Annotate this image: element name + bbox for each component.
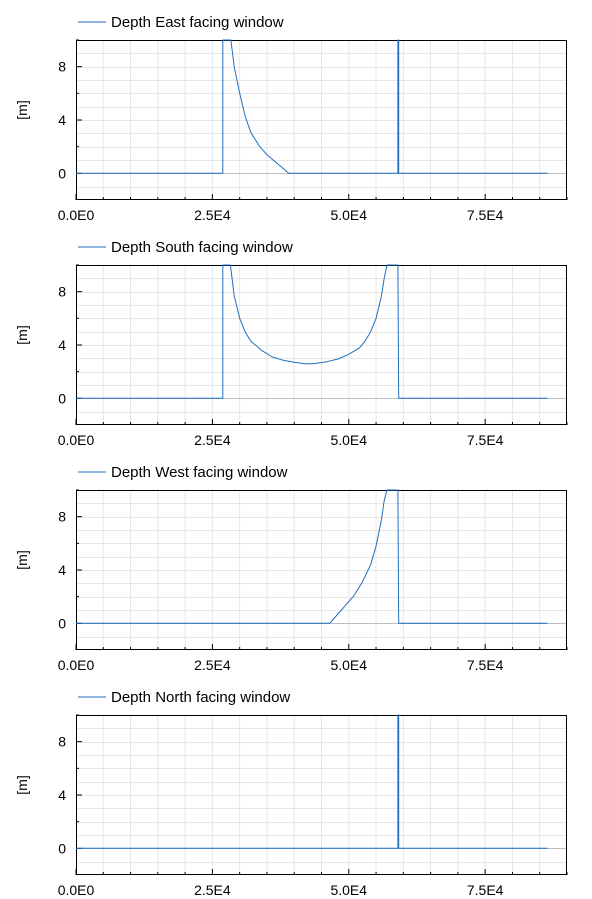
x-tick-label: 7.5E4 [467,432,504,448]
y-axis-label: [m] [14,775,30,794]
y-tick-label: 0 [58,390,66,406]
x-tick-label: 5.0E4 [330,207,367,223]
y-tick-label: 0 [58,840,66,856]
y-tick-label: 4 [58,562,66,578]
series-line [76,489,548,624]
y-tick-label: 0 [58,615,66,631]
x-tick-label: 0.0E0 [58,432,95,448]
x-tick-label: 2.5E4 [194,432,231,448]
x-tick-label: 5.0E4 [330,432,367,448]
legend-label: Depth North facing window [111,689,290,706]
y-axis-label: [m] [14,100,30,119]
legend-label: Depth East facing window [111,14,284,31]
y-tick-label: 4 [58,337,66,353]
y-axis-label: [m] [14,325,30,344]
chart-panel-4: 0.0E0 2.5E4 5.0E4 7.5E4 0 4 8 [m] Depth North fa… [14,689,568,898]
chart-panel-1: 0.0E0 2.5E4 5.0E4 7.5E4 0 4 8 [m] Depth East fac… [14,14,568,223]
x-tick-label: 2.5E4 [194,207,231,223]
y-tick-label: 4 [58,787,66,803]
chart-panel-2: 0.0E0 2.5E4 5.0E4 7.5E4 0 4 8 [m] Depth South fa… [14,239,568,448]
x-tick-label: 2.5E4 [194,882,231,898]
series-line [76,39,548,174]
y-axis-label: [m] [14,550,30,569]
y-tick-label: 0 [58,165,66,181]
series-line [76,714,548,849]
x-tick-label: 5.0E4 [330,882,367,898]
y-tick-label: 8 [58,509,66,525]
y-tick-label: 4 [58,112,66,128]
y-tick-label: 8 [58,734,66,750]
legend-label: Depth South facing window [111,239,293,256]
y-tick-label: 8 [58,59,66,75]
x-tick-label: 7.5E4 [467,882,504,898]
chart-panel-3: 0.0E0 2.5E4 5.0E4 7.5E4 0 4 8 [m] Depth West fac… [14,464,568,673]
x-tick-label: 0.0E0 [58,207,95,223]
x-tick-label: 2.5E4 [194,657,231,673]
y-tick-label: 8 [58,284,66,300]
x-tick-label: 7.5E4 [467,207,504,223]
x-tick-label: 7.5E4 [467,657,504,673]
x-tick-label: 0.0E0 [58,657,95,673]
x-tick-label: 0.0E0 [58,882,95,898]
legend-label: Depth West facing window [111,464,288,481]
x-tick-label: 5.0E4 [330,657,367,673]
series-line [76,264,548,399]
